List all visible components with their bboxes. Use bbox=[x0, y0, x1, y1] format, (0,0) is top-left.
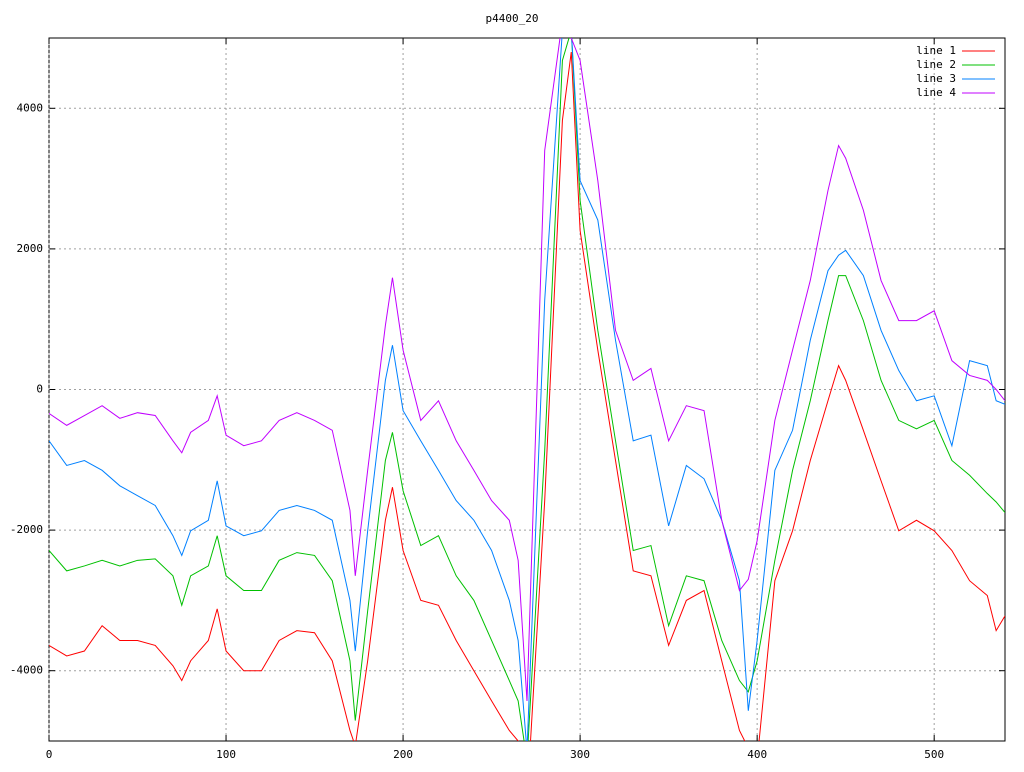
y-tick-label: -2000 bbox=[10, 523, 43, 536]
x-tick-label: 300 bbox=[570, 748, 590, 761]
legend-label: line 1 bbox=[916, 44, 956, 57]
x-tick-label: 500 bbox=[924, 748, 944, 761]
legend-label: line 2 bbox=[916, 58, 956, 71]
chart-title: p4400_20 bbox=[486, 12, 539, 25]
data-line bbox=[49, 38, 1005, 741]
y-tick-label: 4000 bbox=[17, 101, 44, 114]
x-tick-label: 200 bbox=[393, 748, 413, 761]
x-tick-label: 400 bbox=[747, 748, 767, 761]
y-tick-label: 0 bbox=[36, 383, 43, 396]
y-tick-label: 2000 bbox=[17, 242, 44, 255]
legend-label: line 3 bbox=[916, 72, 956, 85]
y-tick-label: -4000 bbox=[10, 664, 43, 677]
plot-area bbox=[49, 38, 1005, 741]
x-tick-label: 100 bbox=[216, 748, 236, 761]
data-line bbox=[49, 51, 1005, 741]
data-line bbox=[49, 38, 1005, 741]
x-tick-label: 0 bbox=[46, 748, 53, 761]
data-line bbox=[49, 38, 1005, 701]
legend-label: line 4 bbox=[916, 86, 956, 99]
